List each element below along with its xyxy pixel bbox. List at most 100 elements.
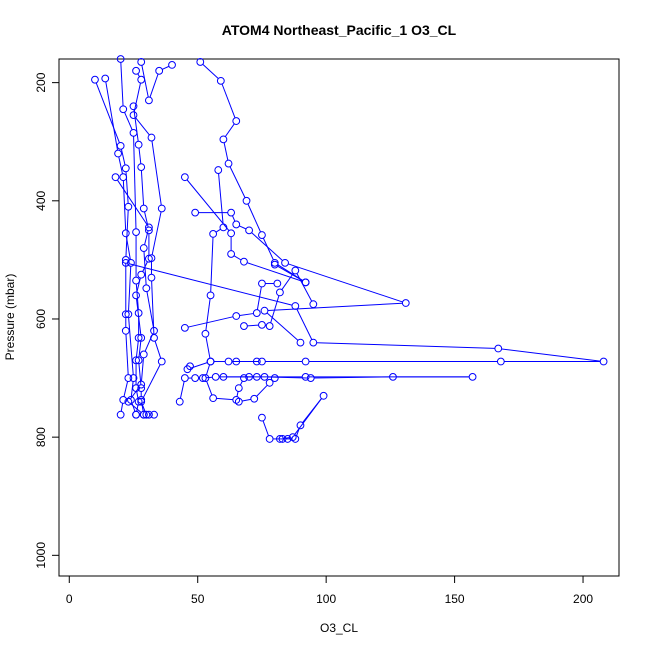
x-tick-label: 0 (66, 592, 73, 606)
data-point (242, 196, 251, 205)
data-point (150, 326, 158, 335)
series-line-segment (247, 324, 259, 327)
series-line-segment (142, 404, 146, 412)
data-point (157, 204, 166, 213)
series-line-segment (151, 211, 162, 255)
data-point (155, 66, 164, 75)
data-point (389, 372, 397, 381)
data-point (137, 384, 146, 393)
y-axis-label: Pressure (mbar) (3, 274, 17, 361)
series-line-segment (141, 357, 144, 382)
data-point (283, 435, 292, 443)
data-point (91, 75, 99, 84)
data-point (134, 397, 143, 406)
series-line-segment (225, 123, 235, 137)
data-point (232, 396, 241, 404)
data-point (139, 244, 148, 252)
series-line-segment (242, 398, 251, 402)
data-point (129, 374, 138, 382)
data-point (252, 372, 261, 381)
series-line-segment (239, 380, 243, 386)
data-point (137, 163, 146, 172)
data-point (240, 322, 248, 330)
data-point (296, 421, 305, 430)
x-tick-label: 200 (573, 592, 593, 606)
series-line-segment (130, 381, 134, 397)
series-line-segment (136, 277, 141, 293)
series-line-segment (247, 262, 303, 282)
data-point (191, 208, 200, 217)
series-line-segment (223, 142, 229, 161)
profile-series (175, 372, 477, 406)
data-point (132, 356, 140, 365)
data-point (124, 397, 133, 406)
data-point (127, 396, 135, 404)
data-point (258, 320, 266, 329)
y-tick-label: 200 (34, 72, 48, 92)
series-line-segment (206, 376, 213, 379)
series-line-segment (251, 232, 283, 261)
data-point (270, 260, 279, 269)
series-line-segment (294, 398, 322, 435)
data-point (129, 111, 138, 120)
profile-series (180, 279, 282, 332)
data-point (250, 394, 259, 403)
data-point (142, 284, 151, 293)
profile-series (234, 374, 279, 406)
data-point (245, 226, 253, 235)
data-point (258, 413, 266, 422)
data-point (119, 396, 128, 404)
data-point (224, 159, 233, 168)
series-line-segment (118, 156, 123, 174)
data-point (124, 202, 133, 211)
profile-series (191, 208, 410, 347)
profile-series (91, 75, 133, 419)
series-layer (91, 55, 608, 443)
series-line-segment (95, 82, 120, 143)
data-point (129, 128, 138, 137)
data-point (270, 374, 279, 382)
data-point (216, 76, 225, 85)
data-point (145, 226, 153, 235)
series-line-segment (137, 73, 140, 77)
series-line-segment (233, 255, 242, 261)
data-point (180, 374, 189, 382)
data-point (219, 135, 228, 144)
data-point (137, 397, 146, 406)
profile-series (101, 74, 140, 419)
x-axis: 0 50 100 150 200 (66, 575, 593, 606)
data-point (319, 391, 328, 400)
data-point (260, 306, 269, 315)
data-point (265, 378, 274, 387)
data-point (494, 344, 503, 353)
series-line-segment (149, 73, 159, 98)
data-point (252, 357, 261, 366)
data-point (240, 257, 248, 266)
series-line-segment (128, 266, 132, 311)
data-point (168, 61, 176, 69)
data-point (132, 410, 140, 419)
data-point (234, 397, 243, 406)
data-point (183, 365, 192, 374)
data-point (124, 374, 133, 382)
profile-series (137, 58, 176, 105)
profile-series (183, 357, 261, 374)
series-line-segment (501, 348, 601, 362)
series-line-segment (256, 384, 268, 397)
series-line-segment (154, 341, 162, 359)
data-point (137, 75, 146, 84)
data-point (232, 117, 241, 125)
series-line-segment (125, 236, 131, 260)
series-line-segment (124, 112, 133, 130)
data-point (134, 356, 143, 365)
series-line-segment (239, 313, 254, 317)
series-line-segment (262, 238, 274, 260)
data-point (227, 208, 236, 217)
series-line-segment (125, 210, 129, 257)
series-line-segment (188, 316, 233, 328)
data-point (227, 250, 236, 258)
series-line-segment (205, 298, 211, 331)
data-point (150, 410, 158, 419)
y-tick-label: 600 (34, 309, 48, 329)
